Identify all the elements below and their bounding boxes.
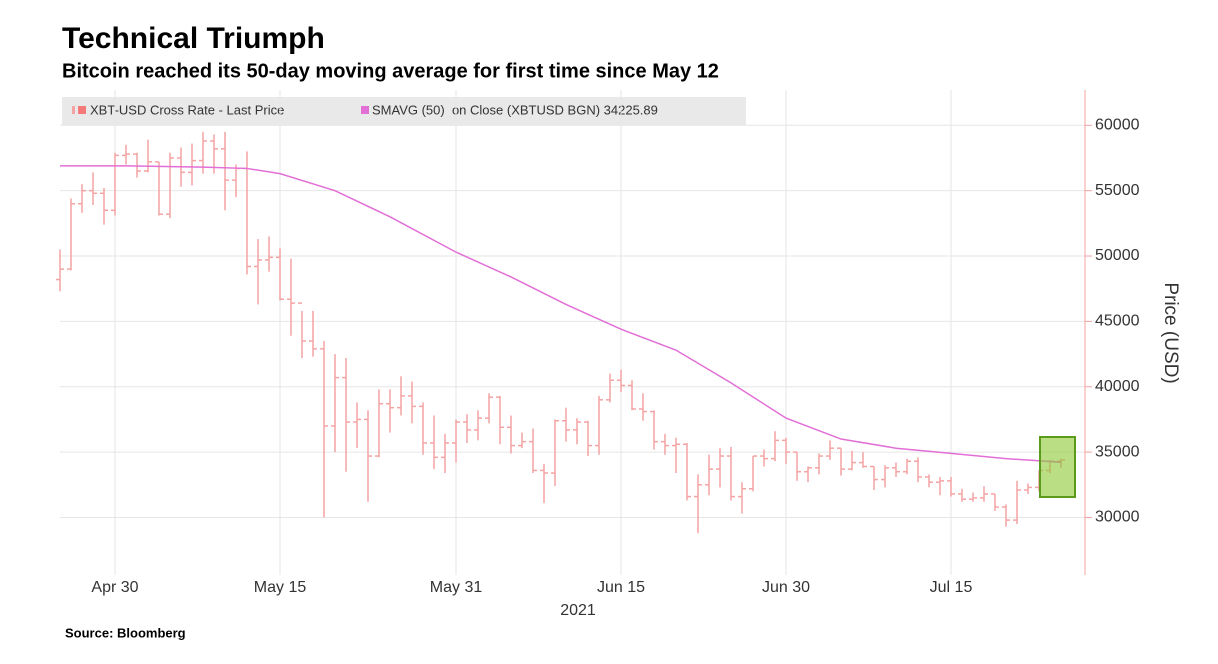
legend-label: SMAVG (50) on Close (XBTUSD BGN) 34225.8… bbox=[372, 102, 658, 117]
legend-label: XBT-USD Cross Rate - Last Price bbox=[90, 102, 284, 117]
y-tick-label: 45000 bbox=[1095, 313, 1140, 330]
highlight-box bbox=[1039, 436, 1076, 498]
sma-line bbox=[60, 165, 1062, 463]
legend-swatch bbox=[361, 106, 369, 114]
legend-box bbox=[62, 97, 746, 125]
x-axis-year: 2021 bbox=[560, 602, 596, 619]
legend-swatch bbox=[78, 106, 86, 114]
x-tick-label: Apr 30 bbox=[91, 579, 138, 596]
y-tick-label: 40000 bbox=[1095, 378, 1140, 395]
y-axis-title: Price (USD) bbox=[1160, 282, 1181, 383]
legend-swatch bbox=[72, 106, 75, 114]
y-tick-label: 60000 bbox=[1095, 117, 1140, 134]
x-tick-label: May 31 bbox=[430, 579, 483, 596]
y-tick-label: 30000 bbox=[1095, 509, 1140, 526]
chart-subtitle: Bitcoin reached its 50-day moving averag… bbox=[62, 60, 719, 82]
x-tick-label: May 15 bbox=[254, 579, 307, 596]
x-tick-label: Jul 15 bbox=[930, 579, 973, 596]
y-tick-label: 55000 bbox=[1095, 182, 1140, 199]
x-tick-label: Jun 15 bbox=[597, 579, 645, 596]
chart-title: Technical Triumph bbox=[62, 22, 325, 55]
source: Source: Bloomberg bbox=[65, 625, 186, 640]
x-tick-label: Jun 30 bbox=[762, 579, 810, 596]
y-tick-label: 35000 bbox=[1095, 443, 1140, 460]
y-tick-label: 50000 bbox=[1095, 247, 1140, 264]
